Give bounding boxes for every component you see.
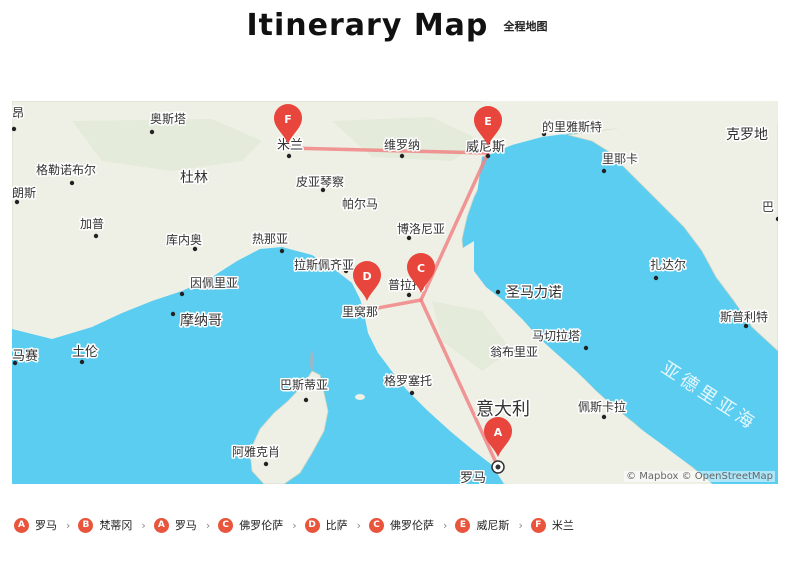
route-stop: E 威尼斯 bbox=[455, 517, 509, 533]
land-istria bbox=[482, 101, 778, 157]
city-label: 昂 bbox=[12, 106, 24, 120]
city-label: 朗斯 bbox=[12, 186, 36, 200]
city-label: 意大利 bbox=[476, 399, 530, 420]
route-stop: A 罗马 bbox=[153, 517, 197, 533]
city-label: 克罗地 bbox=[726, 127, 768, 143]
city-label: 里窝那 bbox=[342, 304, 378, 319]
stop-name: 比萨 bbox=[325, 519, 348, 532]
city-label: 斯普利特 bbox=[720, 309, 768, 324]
marker-letter: F bbox=[284, 113, 292, 126]
marker-pin-C[interactable]: C bbox=[407, 253, 435, 293]
city-label: 热那亚 bbox=[252, 232, 288, 246]
city-label: 帕尔马 bbox=[342, 196, 378, 211]
chevron-right-icon: › bbox=[141, 518, 146, 532]
island bbox=[355, 394, 365, 400]
city-label: 扎达尔 bbox=[650, 257, 686, 272]
stop-name: 米兰 bbox=[551, 519, 574, 532]
city-label: 罗马 bbox=[460, 471, 486, 484]
chevron-right-icon: › bbox=[66, 518, 71, 532]
map-view[interactable]: 奥斯塔 米兰 维罗纳 威尼斯 的里雅斯特 克罗地 里耶卡 昂 格勒诺布尔 杜林 … bbox=[12, 101, 778, 484]
alps-region bbox=[72, 119, 262, 171]
city-label: 的里雅斯特 bbox=[542, 119, 602, 134]
city-label: 摩纳哥 bbox=[180, 312, 222, 329]
land-peninsula bbox=[368, 241, 712, 484]
stop-badge: F bbox=[530, 517, 546, 533]
city-label: 巴斯蒂亚 bbox=[280, 378, 328, 392]
sea-tyrrhenian bbox=[12, 247, 504, 484]
map-canvas[interactable]: 奥斯塔 米兰 维罗纳 威尼斯 的里雅斯特 克罗地 里耶卡 昂 格勒诺布尔 杜林 … bbox=[12, 101, 778, 484]
city-label: 巴 bbox=[762, 200, 774, 214]
chevron-right-icon: › bbox=[518, 518, 523, 532]
chevron-right-icon: › bbox=[443, 518, 448, 532]
city-label: 马赛 bbox=[12, 348, 38, 364]
island bbox=[310, 351, 314, 371]
city-label: 因佩里亚 bbox=[190, 276, 238, 290]
city-label: 杜林 bbox=[180, 170, 208, 186]
route-stop: F 米兰 bbox=[530, 517, 574, 533]
marker-letter: A bbox=[494, 426, 503, 439]
map-attribution[interactable]: © Mapbox © OpenStreetMap bbox=[624, 471, 775, 482]
city-label: 里耶卡 bbox=[602, 152, 638, 166]
stop-badge: A bbox=[14, 517, 29, 533]
target-icon bbox=[491, 460, 505, 474]
land-corsica bbox=[249, 370, 329, 484]
city-label: 圣马力诺 bbox=[506, 285, 562, 301]
stop-badge: D bbox=[304, 517, 320, 533]
city-label: 拉斯佩齐亚 bbox=[294, 257, 354, 272]
stop-badge: C bbox=[218, 517, 234, 533]
marker-letter: D bbox=[362, 270, 371, 283]
stop-name: 罗马 bbox=[35, 519, 57, 532]
city-label: 格勒诺布尔 bbox=[36, 162, 96, 177]
city-label: 阿雅克肖 bbox=[232, 444, 280, 459]
route-stop: D 比萨 bbox=[304, 517, 348, 533]
city-label: 佩斯卡拉 bbox=[578, 399, 626, 414]
page-title: Itinerary Map bbox=[246, 8, 489, 43]
marker-pin-E[interactable]: E bbox=[474, 106, 502, 146]
city-label: 格罗塞托 bbox=[384, 373, 432, 388]
stop-badge: C bbox=[369, 517, 385, 533]
city-label: 皮亚琴察 bbox=[296, 175, 344, 189]
city-dots bbox=[12, 126, 778, 469]
city-label: 威尼斯 bbox=[466, 140, 505, 155]
chevron-right-icon: › bbox=[356, 518, 362, 532]
route-segment bbox=[365, 298, 423, 312]
marker-letter: E bbox=[484, 115, 492, 128]
city-label: 奥斯塔 bbox=[150, 112, 186, 126]
sea-adriatic bbox=[472, 133, 778, 484]
city-label: 库内奥 bbox=[166, 232, 202, 247]
stop-name: 威尼斯 bbox=[476, 519, 510, 532]
city-labels: 奥斯塔 米兰 维罗纳 威尼斯 的里雅斯特 克罗地 里耶卡 昂 格勒诺布尔 杜林 … bbox=[12, 105, 776, 485]
marker-pin-A[interactable]: A bbox=[484, 417, 512, 457]
city-label: 维罗纳 bbox=[384, 138, 420, 152]
marker-pin-D[interactable]: D bbox=[353, 261, 381, 301]
route-stop: C 佛罗伦萨 bbox=[218, 517, 283, 533]
marker-pin-F[interactable]: F bbox=[274, 104, 302, 144]
chevron-right-icon: › bbox=[205, 518, 211, 532]
stop-name: 罗马 bbox=[174, 519, 197, 532]
stop-badge: E bbox=[455, 517, 471, 533]
page-subtitle: 全程地图 bbox=[503, 19, 548, 33]
city-label: 翁布里亚 bbox=[490, 345, 538, 359]
stop-badge: A bbox=[153, 517, 169, 533]
city-label: 米兰 bbox=[277, 138, 303, 153]
stop-badge: B bbox=[78, 517, 94, 533]
city-label: 马切拉塔 bbox=[532, 328, 580, 343]
route-stop: B 梵蒂冈 bbox=[78, 517, 132, 533]
route-legend: A 罗马 › B 梵蒂冈 › A 罗马 › C 佛罗伦萨 › D 比萨 › C … bbox=[14, 516, 574, 534]
apennines-region bbox=[432, 301, 512, 371]
chevron-right-icon: › bbox=[292, 518, 297, 532]
city-label: 博洛尼亚 bbox=[397, 221, 445, 236]
title-row: Itinerary Map 全程地图 bbox=[0, 8, 794, 43]
marker-letter: C bbox=[417, 262, 425, 275]
route-stop: A 罗马 bbox=[14, 517, 57, 533]
route-segment bbox=[419, 298, 500, 469]
route-segment bbox=[286, 146, 490, 155]
stop-name: 佛罗伦萨 bbox=[239, 519, 284, 532]
city-label: 加普 bbox=[80, 217, 104, 231]
stop-name: 梵蒂冈 bbox=[99, 519, 133, 532]
route-stop: C 佛罗伦萨 bbox=[369, 517, 434, 533]
stop-name: 佛罗伦萨 bbox=[390, 519, 435, 532]
city-label: 土伦 bbox=[72, 345, 98, 360]
